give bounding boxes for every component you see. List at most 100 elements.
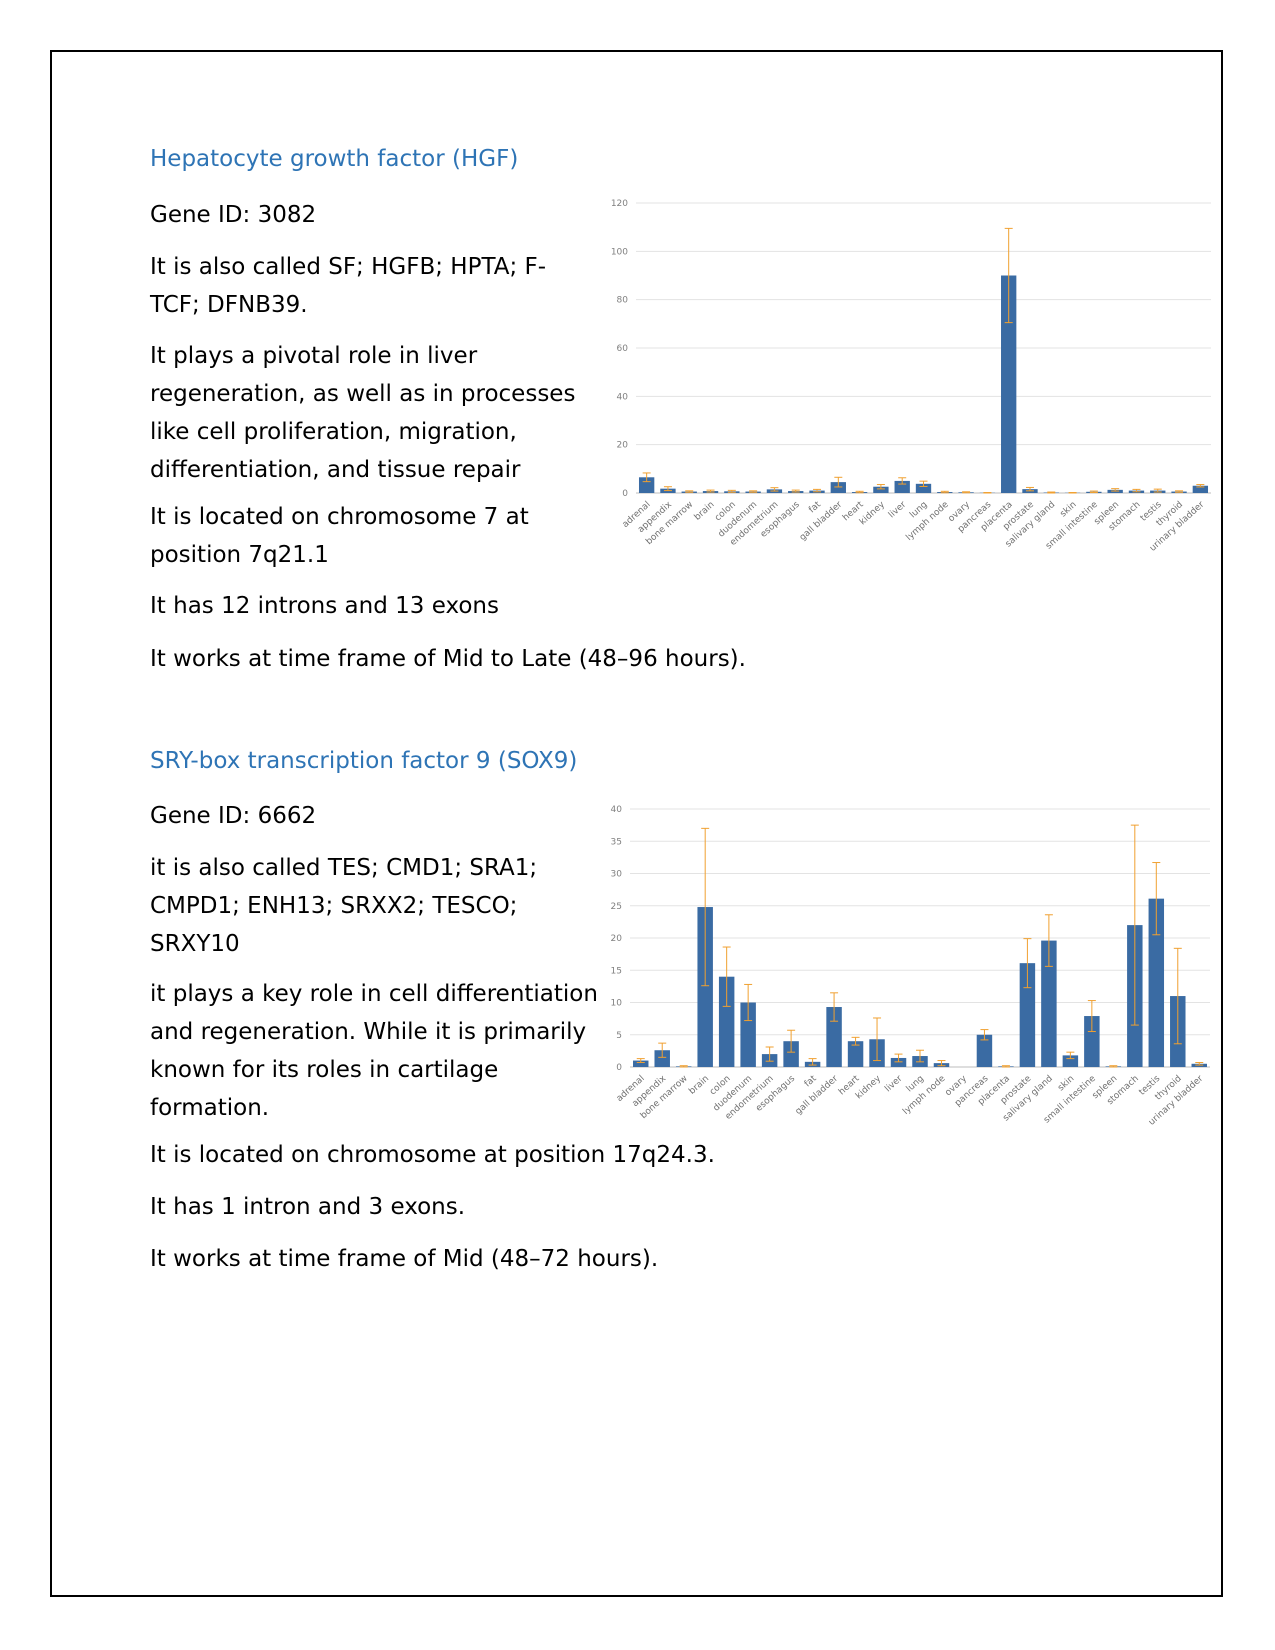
error-bar [658, 1042, 667, 1058]
x-tick-label: liver [887, 500, 908, 521]
y-tick-label: 5 [616, 1031, 622, 1041]
error-bar [1132, 488, 1141, 493]
timeframe-hgf: It works at time frame of Mid to Late (4… [150, 646, 746, 672]
bar-placenta [1001, 275, 1017, 493]
error-bar [1087, 1000, 1096, 1033]
error-bar [1109, 1065, 1118, 1068]
bar-appendix [654, 1050, 670, 1067]
location-sox9: It is located on chromosome at position … [150, 1142, 715, 1168]
x-tick-label: kidney [858, 499, 887, 527]
error-bar [1025, 486, 1034, 492]
error-bar [937, 1060, 946, 1067]
error-bar [1023, 938, 1032, 989]
y-tick-label: 100 [611, 247, 628, 257]
y-tick-label: 20 [611, 934, 623, 944]
aliases-hgf: It is also called SF; HGFB; HPTA; F-TCF;… [150, 254, 547, 318]
x-tick-label: fat [803, 1073, 819, 1089]
error-bar [1047, 491, 1056, 494]
y-tick-label: 0 [622, 489, 628, 499]
y-tick-label: 40 [611, 805, 623, 815]
gene-id-hgf: Gene ID: 3082 [150, 202, 317, 228]
bar-gall-bladder [830, 482, 846, 493]
error-bar [980, 1029, 989, 1041]
error-bar [744, 983, 753, 1022]
y-tick-label: 30 [611, 870, 623, 880]
error-bar [916, 1049, 924, 1063]
error-bar [685, 490, 694, 493]
error-bar [834, 476, 843, 488]
bar-gall-bladder [826, 1007, 842, 1067]
error-bar [813, 488, 822, 493]
error-bar [808, 1058, 817, 1066]
error-bar [791, 489, 800, 493]
error-bar [830, 992, 839, 1022]
error-bar [1089, 490, 1098, 494]
structure-sox9: It has 1 intron and 3 exons. [150, 1194, 466, 1220]
error-bar [1066, 1051, 1075, 1060]
x-tick-label: fat [807, 499, 823, 515]
x-tick-label: kidney [854, 1073, 883, 1101]
error-bar [770, 487, 779, 492]
role-hgf: It plays a pivotal role in liver regener… [150, 343, 576, 483]
error-bar [1196, 484, 1205, 488]
error-bar [1173, 947, 1182, 1045]
bar-small-intestine [1084, 1016, 1100, 1067]
error-bar [876, 484, 885, 490]
y-tick-label: 60 [617, 344, 629, 354]
error-bar [765, 1046, 774, 1062]
x-tick-label: liver [883, 1074, 904, 1095]
aliases-sox9: it is also called TES; CMD1; SRA1; CMPD1… [150, 855, 538, 957]
error-bar [873, 1017, 882, 1062]
error-bar [1001, 1065, 1010, 1068]
bar-prostate [1019, 963, 1036, 1067]
y-tick-label: 20 [617, 441, 629, 451]
error-bar [1044, 914, 1053, 967]
bar-urinary-bladder [1192, 485, 1209, 493]
role-sox9: it plays a key role in cell differentiat… [150, 981, 598, 1121]
bar-adrenal [633, 1060, 649, 1067]
bar-heart [847, 1041, 864, 1067]
bar-salivary-gland [1041, 940, 1057, 1067]
bar-pancreas [976, 1034, 993, 1067]
y-tick-label: 120 [611, 199, 628, 209]
bar-lung [915, 483, 932, 493]
section-heading-sox9: SRY-box transcription factor 9 (SOX9) [150, 748, 578, 774]
y-tick-label: 35 [611, 837, 622, 847]
bar-testis [1148, 898, 1165, 1067]
location-hgf: It is located on chromosome 7 at positio… [150, 504, 529, 568]
section-heading-hgf: Hepatocyte growth factor (HGF) [150, 146, 519, 172]
structure-hgf: It has 12 introns and 13 exons [150, 593, 499, 619]
y-tick-label: 80 [617, 296, 629, 306]
error-bar [1195, 1061, 1204, 1066]
error-bar [1130, 824, 1139, 1026]
error-bar [642, 472, 651, 483]
error-bar [787, 1029, 796, 1053]
page-border [50, 50, 1223, 1597]
bar-colon [718, 976, 735, 1067]
error-bar [706, 489, 715, 493]
y-tick-label: 25 [611, 902, 622, 912]
timeframe-sox9: It works at time frame of Mid (48–72 hou… [150, 1246, 659, 1272]
bar-liver [890, 1057, 907, 1067]
error-bar [749, 490, 758, 493]
bar-duodenum [740, 1002, 756, 1067]
error-bar [679, 1065, 688, 1068]
error-bar [919, 480, 928, 487]
x-tick-label: brain [687, 1074, 711, 1097]
error-bar [663, 486, 672, 492]
error-bar [962, 491, 971, 494]
error-bar [894, 1053, 903, 1063]
error-bar [636, 1058, 645, 1063]
y-tick-label: 10 [611, 999, 623, 1009]
error-bar [940, 490, 949, 494]
error-bar [1152, 862, 1161, 936]
error-bar [851, 1036, 860, 1046]
error-bar [1175, 490, 1184, 493]
error-bar [855, 490, 864, 494]
bar-kidney [873, 486, 889, 493]
x-tick-label: brain [693, 500, 717, 523]
bar-skin [1062, 1055, 1079, 1067]
bar-brain [697, 907, 713, 1067]
